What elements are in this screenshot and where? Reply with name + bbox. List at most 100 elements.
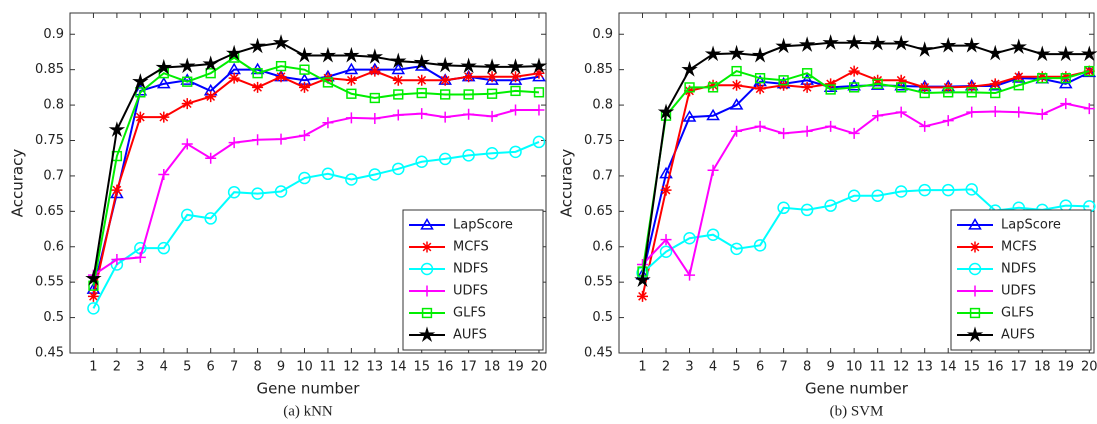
legend-label: NDFS (453, 262, 488, 277)
legend (950, 209, 1092, 351)
x-tick-label: 12 (893, 360, 910, 375)
marker (775, 37, 792, 54)
legend-label: UDFS (1001, 284, 1036, 299)
marker (275, 133, 287, 145)
marker (322, 117, 334, 129)
marker (1037, 73, 1048, 84)
marker (1010, 38, 1027, 54)
x-tick-label: 18 (1034, 360, 1051, 375)
marker (778, 127, 790, 139)
marker (801, 81, 813, 93)
marker (483, 58, 501, 74)
x-tick-label: 2 (662, 360, 670, 375)
x-tick-label: 8 (803, 360, 811, 375)
marker (439, 74, 451, 86)
marker (660, 184, 672, 196)
x-tick-label: 15 (413, 360, 430, 375)
marker (969, 241, 981, 253)
marker (1036, 108, 1048, 120)
x-tick-label: 11 (869, 360, 886, 375)
marker (440, 89, 451, 100)
marker (754, 120, 766, 132)
marker (366, 48, 384, 64)
marker (252, 134, 264, 146)
marker (707, 79, 719, 91)
marker (510, 71, 522, 83)
x-tick-label: 5 (183, 360, 191, 375)
marker (845, 34, 863, 50)
marker (777, 201, 790, 215)
marker (155, 58, 172, 75)
x-tick-label: 12 (343, 360, 360, 375)
marker (87, 302, 100, 315)
x-tick-label: 11 (320, 360, 337, 375)
marker (1013, 106, 1025, 118)
marker (989, 105, 1001, 117)
x-tick-label: 9 (826, 360, 834, 375)
x-tick-label: 13 (916, 360, 933, 375)
marker (299, 64, 310, 75)
marker (963, 36, 980, 53)
marker (987, 44, 1004, 61)
x-tick-label: 13 (367, 360, 384, 375)
marker (919, 87, 930, 99)
marker (1060, 73, 1071, 84)
x-tick-label: 17 (1010, 360, 1027, 375)
marker (486, 88, 498, 99)
marker (1060, 98, 1072, 110)
x-tick-label: 7 (779, 360, 787, 375)
marker (509, 145, 522, 159)
marker (393, 89, 404, 100)
marker (368, 168, 382, 181)
x-tick-label: 17 (460, 360, 477, 375)
marker (345, 74, 357, 86)
marker (85, 270, 102, 286)
marker (825, 84, 836, 95)
marker (659, 166, 673, 179)
marker (180, 73, 195, 85)
y-tick-label: 0.85 (35, 62, 64, 77)
marker (420, 262, 434, 276)
marker (463, 89, 474, 100)
x-tick-label: 7 (230, 360, 238, 375)
marker (486, 71, 498, 83)
y-tick-label: 0.7 (592, 168, 613, 183)
legend-label: AUFS (453, 328, 487, 343)
x-tick-label: 14 (390, 360, 407, 375)
x-tick-label: 20 (531, 360, 548, 375)
marker (1036, 71, 1048, 83)
y-tick-label: 0.45 (584, 346, 613, 361)
marker (683, 232, 696, 245)
x-tick-label: 1 (638, 360, 646, 375)
marker (413, 53, 430, 70)
y-tick-label: 0.65 (584, 204, 613, 219)
marker (871, 189, 884, 202)
marker (392, 74, 404, 86)
caption: (b) SVM (830, 403, 884, 419)
marker (966, 81, 978, 93)
marker (919, 120, 931, 132)
marker (754, 73, 766, 84)
marker (486, 110, 498, 122)
legend-label: MCFS (453, 240, 489, 255)
marker (180, 208, 194, 222)
marker (801, 68, 813, 79)
x-tick-label: 10 (846, 360, 863, 375)
marker (343, 46, 360, 63)
marker (965, 183, 978, 196)
marker (728, 44, 745, 61)
marker (684, 269, 696, 281)
marker (940, 36, 957, 53)
marker (111, 254, 123, 265)
y-tick-label: 0.9 (592, 27, 613, 42)
x-tick-label: 9 (277, 360, 285, 375)
x-tick-label: 14 (940, 360, 957, 375)
marker (800, 203, 814, 217)
y-tick-label: 0.45 (35, 346, 64, 361)
marker (825, 78, 837, 90)
marker (1013, 71, 1025, 83)
marker (202, 55, 219, 71)
marker (228, 72, 240, 84)
y-tick-label: 0.85 (584, 62, 613, 77)
marker (872, 110, 884, 122)
